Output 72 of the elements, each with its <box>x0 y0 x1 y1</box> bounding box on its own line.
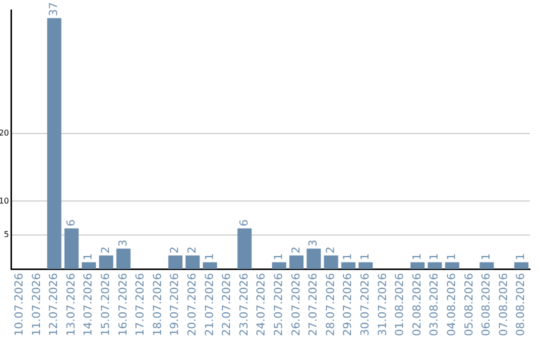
bar <box>514 262 528 270</box>
y-tick-label: 10 <box>0 196 9 206</box>
bar <box>445 262 460 270</box>
data-label: 2 <box>186 246 199 254</box>
bar <box>202 262 218 270</box>
bar <box>186 255 200 270</box>
data-label: 1 <box>202 253 216 260</box>
x-tick-label: 04.08.2026 <box>445 273 458 336</box>
x-tick-label: 18.07.2026 <box>150 273 164 336</box>
data-label: 1 <box>428 253 441 260</box>
data-label: 2 <box>99 246 112 254</box>
x-tick-label: 26.07.2026 <box>289 273 302 336</box>
x-tick-label: 07.08.2026 <box>496 273 510 336</box>
data-label: 1 <box>410 253 424 260</box>
x-tick-label: 22.07.2026 <box>220 273 234 336</box>
x-tick-label: 29.07.2026 <box>341 273 354 336</box>
x-tick-label: 11.07.2026 <box>30 273 43 336</box>
x-tick-label: 19.07.2026 <box>168 273 182 336</box>
x-tick-label: 08.08.2026 <box>514 273 528 336</box>
x-tick-label: 17.07.2026 <box>134 273 147 336</box>
data-label: 1 <box>358 253 372 260</box>
x-tick-label: 28.07.2026 <box>324 273 337 336</box>
x-tick-label: 12.07.2026 <box>47 273 60 336</box>
data-label: 2 <box>168 246 182 254</box>
bar <box>306 248 321 270</box>
data-label: 1 <box>514 253 528 260</box>
x-tick-label: 23.07.2026 <box>237 273 250 336</box>
x-tick-label: 14.07.2026 <box>82 273 95 336</box>
data-label: 1 <box>480 253 493 260</box>
data-label: 37 <box>47 2 60 16</box>
x-tick-label: 02.08.2026 <box>410 273 424 336</box>
bar <box>168 255 182 270</box>
x-tick-label: 21.07.2026 <box>202 273 216 336</box>
x-tick-label: 31.07.2026 <box>376 273 389 336</box>
y-tick-label: 5 <box>4 230 9 240</box>
bar <box>410 262 425 270</box>
data-label: 2 <box>324 246 337 254</box>
data-label: 1 <box>341 253 354 260</box>
bar <box>99 255 114 270</box>
bar <box>358 262 373 270</box>
x-tick-label: 01.08.2026 <box>393 273 406 336</box>
data-label: 3 <box>116 240 130 247</box>
x-tick-label: 20.07.2026 <box>186 273 199 336</box>
data-label: 3 <box>306 240 320 247</box>
bar <box>82 262 96 270</box>
bar <box>480 262 494 270</box>
bar <box>289 255 304 270</box>
bar <box>272 262 286 270</box>
bar <box>237 228 252 270</box>
x-tick-label: 10.07.2026 <box>12 273 26 336</box>
x-tick-label: 06.08.2026 <box>480 273 493 336</box>
x-tick-label: 30.07.2026 <box>358 273 372 336</box>
bar <box>324 255 338 270</box>
bar <box>47 18 62 270</box>
x-tick-label: 27.07.2026 <box>306 273 320 336</box>
x-tick-label: 15.07.2026 <box>99 273 112 336</box>
data-label: 1 <box>272 253 286 260</box>
x-tick-label: 05.08.2026 <box>462 273 476 336</box>
x-tick-label: 24.07.2026 <box>254 273 268 336</box>
x-tick-label: 03.08.2026 <box>428 273 441 336</box>
x-tick-label: 16.07.2026 <box>116 273 130 336</box>
bar <box>428 262 442 270</box>
bar <box>341 262 356 270</box>
x-tick-label: 13.07.2026 <box>64 273 78 336</box>
bar <box>116 248 131 270</box>
data-label: 6 <box>237 219 250 226</box>
data-label: 1 <box>82 253 95 260</box>
data-label: 1 <box>445 253 458 260</box>
data-label: 6 <box>64 219 78 226</box>
bar <box>64 228 79 270</box>
x-tick-label: 25.07.2026 <box>272 273 286 336</box>
data-label: 2 <box>289 246 302 254</box>
